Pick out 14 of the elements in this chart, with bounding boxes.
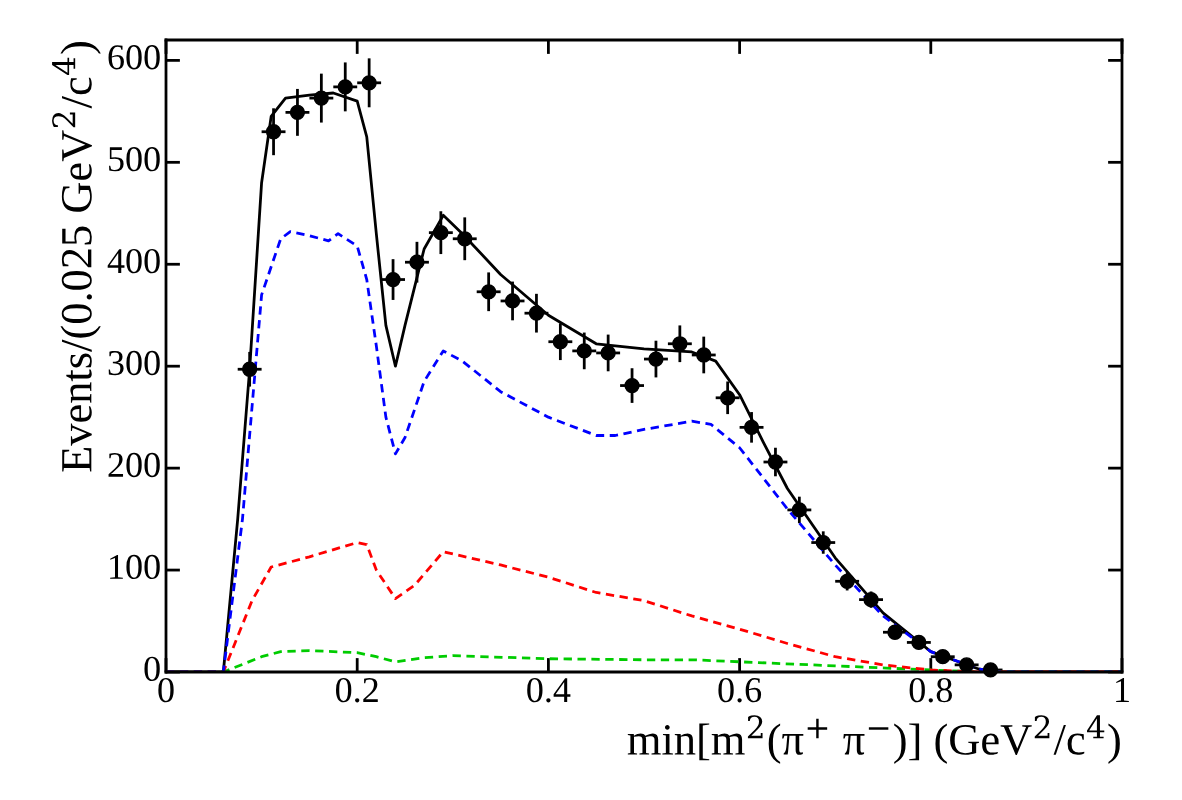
x-tick-label: 0.2 bbox=[336, 677, 378, 703]
y-tick-label: 200 bbox=[108, 452, 160, 478]
x-tick-label: 0.4 bbox=[527, 677, 571, 703]
y-tick-label: 600 bbox=[108, 45, 160, 70]
x-tick-label: 0.8 bbox=[909, 677, 952, 703]
x-tick-label: 1 bbox=[1116, 678, 1129, 702]
y-tick-label: 500 bbox=[109, 146, 160, 172]
y-tick-label: 300 bbox=[108, 350, 160, 376]
text: min[m$^{2}$(π$^{+}$ π$^{−}$)] (GeV$^{2}$/c$^{4}$) bbox=[627, 715, 1120, 764]
y-axis-title: Events/(0.025 GeV$^{2}$/c$^{4}$) bbox=[52, 42, 101, 472]
x-tick-label: 0.6 bbox=[718, 677, 762, 703]
y-tick-label: 0 bbox=[144, 656, 160, 682]
y-tick-label: 400 bbox=[107, 248, 160, 274]
y-tick-label: 100 bbox=[110, 554, 160, 580]
